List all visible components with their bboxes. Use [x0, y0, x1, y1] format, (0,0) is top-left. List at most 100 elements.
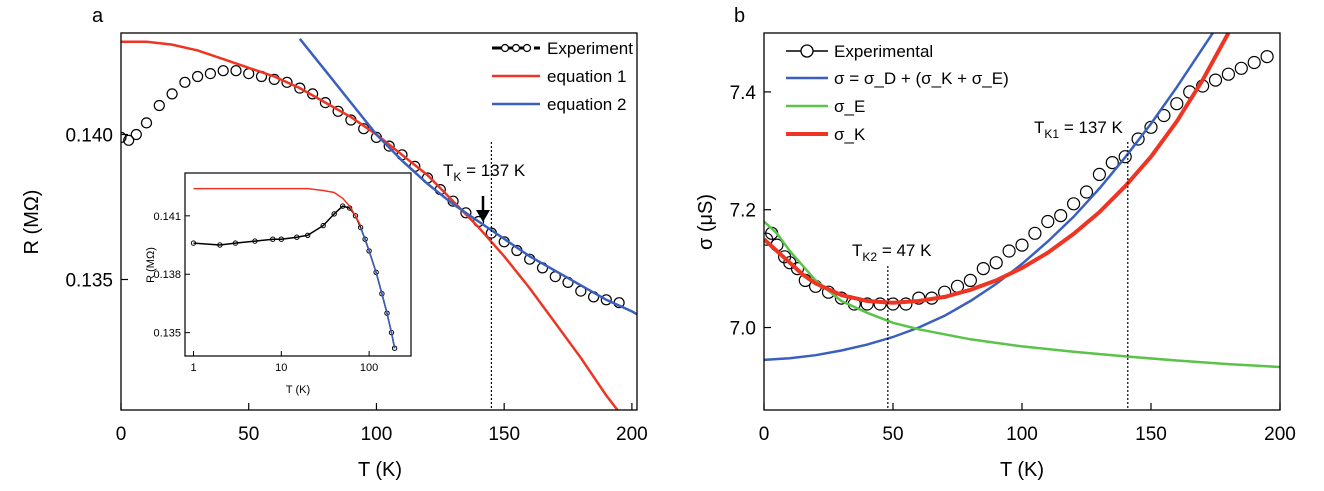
series-b-point — [1028, 226, 1042, 240]
inset-ytick-label: 0.138 — [153, 269, 181, 281]
panel-b-tk1-sub: K1 — [1044, 127, 1059, 141]
series-a-point — [383, 140, 395, 152]
panel-a-xtick-label: 50 — [238, 424, 259, 445]
series-a-point — [230, 65, 242, 77]
series-b-point — [1208, 73, 1223, 87]
panel-b-xlabel: T (K) — [1000, 459, 1044, 481]
series-b-point — [1054, 209, 1068, 223]
panel-a-plot-area — [121, 38, 637, 410]
panel-a-tk-label: TK = 137 K — [443, 161, 526, 184]
panel-a-tk-arrow — [476, 196, 490, 222]
legend-a-experiment: Experiment — [492, 39, 633, 58]
inset-line-1 — [193, 187, 362, 226]
series-a-point — [153, 99, 165, 112]
series-a-line-2 — [298, 38, 637, 316]
legend-b-sigmaE-label: σ_E — [834, 97, 865, 116]
legend-b-experimental-label: Experimental — [834, 42, 933, 61]
inset-xtick-label: 1 — [190, 362, 196, 374]
series-a-point — [179, 76, 191, 88]
series-b-point — [1118, 150, 1132, 164]
panel-b-tk2-sub: K2 — [862, 250, 877, 264]
panel-b-xtick-label: 50 — [882, 424, 903, 445]
inset-point — [320, 222, 326, 229]
panel-a-xtick-label: 0 — [116, 424, 127, 445]
series-b-point — [1144, 120, 1158, 134]
legend-b-total: σ = σ_D + (σ_K + σ_E) — [786, 69, 1009, 88]
series-b-point — [1170, 97, 1184, 111]
panel-b-plot-area — [764, 33, 1280, 369]
panel-b-xtick-label: 100 — [1006, 424, 1038, 445]
series-a-point — [121, 131, 127, 143]
panel-b-ticks: 0 50 100 150 200 7.0 7.2 7.4 — [730, 83, 1296, 445]
panel-b-tk1-label: TK1 = 137 K — [1034, 118, 1124, 141]
panel-b-ytick-label: 7.0 — [730, 319, 756, 340]
series-a-point — [217, 65, 229, 77]
panel-a-ytick-label: 0.135 — [65, 271, 113, 292]
legend-a-eq1: equation 1 — [492, 67, 626, 86]
inset-ytick-label: 0.135 — [153, 328, 181, 340]
legend-a-eq2-label: equation 2 — [547, 95, 626, 114]
panel-a-ticks: 0 50 100 150 200 0.135 0.140 — [65, 126, 647, 446]
inset-line-2 — [359, 227, 396, 349]
series-a-point — [319, 96, 331, 109]
legend-a-eq1-label: equation 1 — [547, 67, 626, 86]
series-a-point — [166, 88, 178, 100]
series-a-point — [130, 128, 142, 141]
panel-b-xtick-label: 200 — [1264, 424, 1296, 445]
series-b-point — [1234, 61, 1248, 75]
panel-b-ytick-label: 7.4 — [730, 83, 757, 104]
panel-a: a 0 50 100 150 200 0.135 0.140 T (K) R (MΩ) TK… — [21, 5, 648, 481]
series-b-line-2 — [764, 220, 1280, 369]
panel-a-ytick-label: 0.140 — [65, 126, 113, 147]
panel-b-tk1-T: T — [1034, 118, 1044, 137]
inset-xtick-label: 10 — [275, 362, 287, 374]
series-a-point — [281, 76, 293, 88]
series-b-line-1 — [764, 33, 1215, 362]
panel-b-frame — [763, 32, 1281, 411]
series-b-line-3 — [764, 33, 1231, 305]
series-b-point — [1079, 185, 1094, 199]
series-b-point — [1092, 167, 1107, 181]
series-a-point — [294, 82, 306, 94]
series-b-point — [1105, 156, 1119, 170]
legend-b-sigmaK-label: σ_K — [834, 125, 866, 144]
inset-xlabel: T (K) — [286, 384, 310, 396]
panel-b-ytick-label: 7.2 — [730, 201, 756, 222]
series-a-point — [192, 70, 204, 83]
inset-frame — [184, 172, 412, 357]
series-b-point — [989, 256, 1003, 270]
series-b-point — [1131, 132, 1145, 146]
panel-b-tk1-value: = 137 K — [1064, 118, 1124, 137]
inset-point — [352, 213, 359, 219]
series-b-point — [1002, 244, 1016, 258]
panel-b-xtick-label: 150 — [1135, 424, 1167, 445]
series-b-point — [1221, 67, 1236, 81]
panel-a-ylabel: R (MΩ) — [21, 190, 43, 255]
panel-b-tk2-label: TK2 = 47 K — [852, 241, 932, 264]
panel-a-tk-value: = 137 K — [466, 161, 526, 180]
legend-a-eq2: equation 2 — [492, 95, 626, 114]
panel-a-xtick-label: 200 — [616, 424, 648, 445]
panel-a-inset: 1 10 100 0.135 0.138 0.141 T (K) R (MΩ) — [145, 172, 412, 396]
legend-b-experimental: Experimental — [786, 42, 933, 61]
series-b-point — [1066, 197, 1081, 211]
panel-a-tk-sub: K — [453, 170, 461, 184]
series-a-point — [123, 134, 135, 146]
series-a-point — [460, 207, 472, 219]
series-b-point — [1041, 214, 1055, 229]
series-a-point — [204, 67, 216, 80]
panel-b-tk2-T: T — [852, 241, 862, 260]
inset-ytick-label: 0.141 — [153, 211, 181, 223]
legend-a-experiment-label: Experiment — [547, 39, 633, 58]
inset-plot-area — [190, 187, 398, 351]
panel-a-frame — [120, 32, 638, 411]
series-b-point — [1015, 238, 1029, 252]
panel-a-label: a — [92, 5, 104, 27]
panel-a-xtick-label: 150 — [488, 424, 520, 445]
series-b-point — [1260, 49, 1274, 64]
panel-b-tk2-value: = 47 K — [882, 241, 932, 260]
inset-point — [331, 211, 337, 217]
legend-b-sigmaE: σ_E — [786, 97, 865, 116]
